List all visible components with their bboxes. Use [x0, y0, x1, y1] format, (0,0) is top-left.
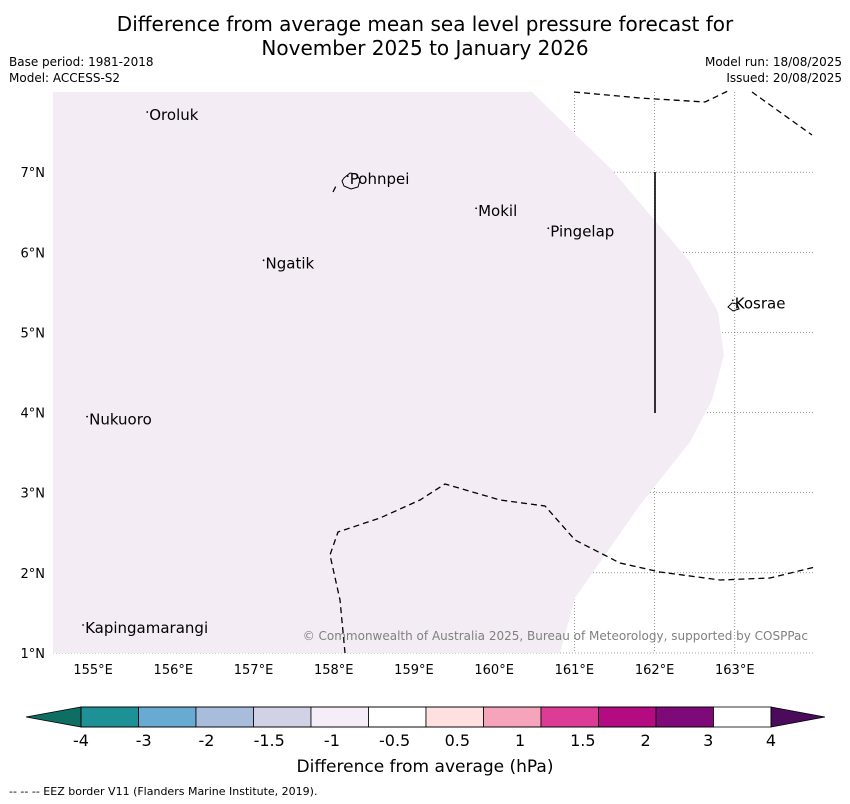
place-label: Ngatik — [266, 254, 315, 272]
colorbar-segment — [310, 706, 369, 728]
lat-tick-label: 7°N — [21, 166, 46, 181]
lon-tick-label: 155°E — [73, 663, 113, 678]
copyright-notice: © Commonwealth of Australia 2025, Bureau… — [303, 629, 808, 643]
place-marker — [547, 227, 550, 230]
colorbar-segment — [540, 706, 599, 728]
anomaly-shading — [53, 92, 724, 653]
colorbar — [25, 706, 826, 728]
axis-tick-labels: 155°E 156°E 157°E 158°E 159°E 160°E 161°E 162°E… — [21, 166, 755, 678]
title-line-2: November 2025 to January 2026 — [261, 36, 589, 60]
lat-tick-label: 4°N — [21, 407, 46, 422]
place-label: Kosrae — [735, 294, 786, 312]
lat-tick-label: 5°N — [21, 326, 46, 341]
title-line-1: Difference from average mean sea level p… — [116, 12, 734, 36]
place-label: Pohnpei — [350, 170, 410, 188]
place-marker — [146, 111, 149, 113]
place-marker — [262, 259, 265, 262]
colorbar-title: Difference from average (hPa) — [297, 757, 554, 777]
kosrae-outline — [727, 302, 740, 312]
lat-tick-label: 1°N — [21, 647, 46, 662]
place-marker — [82, 624, 84, 626]
lon-tick-label: 156°E — [154, 663, 194, 678]
base-period: Base period: 1981-2018 — [9, 55, 154, 69]
colorbar-low-arrow — [25, 706, 82, 728]
place-label: Nukuoro — [89, 411, 152, 429]
model-run: Model run: 18/08/2025 — [704, 55, 842, 69]
colorbar-tick-label: 0.5 — [445, 731, 470, 750]
colorbar-segment — [655, 706, 714, 728]
colorbar-tick-label: 1 — [515, 731, 525, 750]
colorbar-segment — [80, 706, 139, 728]
lon-tick-label: 163°E — [715, 663, 755, 678]
pohnpei-outline — [341, 172, 361, 190]
colorbar-tick-label: -1 — [324, 731, 340, 750]
colorbar-segment — [425, 706, 484, 728]
chart-title: Difference from average mean sea level p… — [0, 12, 850, 60]
lon-tick-label: 162°E — [635, 663, 675, 678]
place-marker — [346, 175, 349, 178]
lon-tick-label: 160°E — [474, 663, 514, 678]
colorbar-segment — [483, 706, 542, 728]
eez-border-short — [332, 185, 337, 193]
colorbar-segment — [138, 706, 197, 728]
colorbar-tick-label: -3 — [136, 731, 152, 750]
eez-legend-note: -- -- -- EEZ border V11 (Flanders Marine… — [9, 785, 318, 798]
eez-border-south — [329, 483, 816, 654]
colorbar-tick-label: 3 — [703, 731, 713, 750]
colorbar-frame — [80, 706, 772, 728]
colorbar-tick-label: 4 — [766, 731, 776, 750]
lon-tick-label: 157°E — [234, 663, 274, 678]
lat-tick-label: 3°N — [21, 487, 46, 502]
place-marker — [475, 207, 478, 210]
meta-left: Base period: 1981-2018 Model: ACCESS-S2 — [9, 54, 154, 86]
issued-date: Issued: 20/08/2025 — [726, 71, 842, 85]
colorbar-tick-label: 1.5 — [570, 731, 595, 750]
place-marker — [86, 415, 88, 418]
colorbar-tick-label: -4 — [73, 731, 89, 750]
meta-right: Model run: 18/08/2025 Issued: 20/08/2025 — [705, 54, 842, 86]
colorbar-tick-label: -2 — [198, 731, 214, 750]
place-label: Oroluk — [149, 106, 198, 124]
lat-tick-label: 6°N — [21, 246, 46, 261]
colorbar-high-arrow — [770, 706, 826, 728]
lon-tick-label: 161°E — [555, 663, 595, 678]
colorbar-segment — [368, 706, 427, 728]
place-marker — [731, 299, 734, 302]
colorbar-tick-label: -1.5 — [254, 731, 285, 750]
model-name: Model: ACCESS-S2 — [9, 71, 121, 85]
lon-tick-label: 159°E — [394, 663, 434, 678]
colorbar-tick-label: -0.5 — [379, 731, 410, 750]
lon-tick-label: 158°E — [314, 663, 354, 678]
eez-borders — [329, 89, 816, 654]
place-labels: Oroluk Pohnpei Mokil Pingelap Ngatik Kosrae Nu… — [82, 106, 785, 637]
colorbar-segment — [253, 706, 312, 728]
place-label: Mokil — [478, 202, 517, 220]
colorbar-segment — [598, 706, 657, 728]
island-outlines — [341, 172, 740, 312]
colorbar-tick-label: 2 — [640, 731, 650, 750]
colorbar-segment — [195, 706, 254, 728]
eez-border-north — [573, 89, 813, 136]
place-label: Pingelap — [550, 222, 614, 240]
colorbar-tick-labels: -4 -3 -2 -1.5 -1 -0.5 0.5 1 1.5 2 3 4 — [73, 731, 776, 750]
place-label: Kapingamarangi — [85, 619, 208, 637]
lat-tick-label: 2°N — [21, 567, 46, 582]
